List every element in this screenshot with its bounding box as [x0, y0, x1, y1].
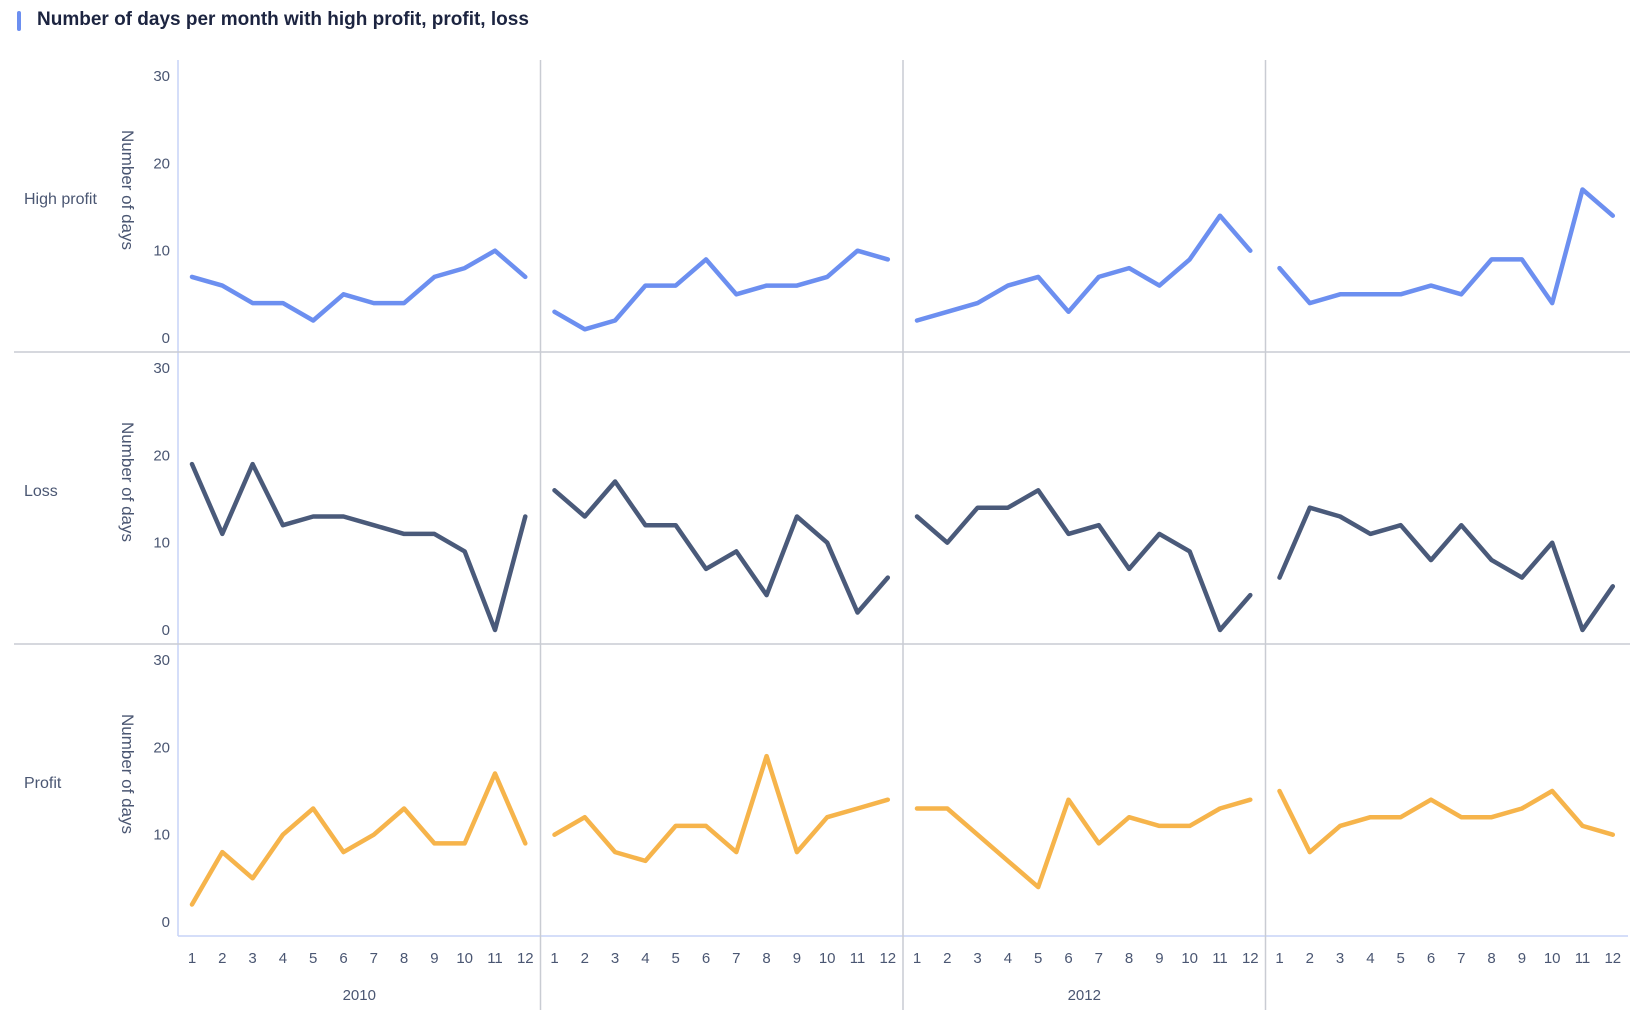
y-tick-label: 0 [162, 622, 170, 639]
x-tick-label: 3 [1336, 950, 1344, 967]
x-tick-label: 12 [517, 950, 534, 967]
series-line [1277, 505, 1616, 633]
x-tick-label: 8 [762, 950, 770, 967]
x-tick-label: 10 [1544, 950, 1561, 967]
series-line [552, 753, 891, 864]
x-tick-label: 12 [879, 950, 896, 967]
x-tick-label: 2 [218, 950, 226, 967]
x-tick-label: 9 [430, 950, 438, 967]
chart-title: Number of days per month with high profi… [37, 9, 529, 30]
x-tick-label: 10 [819, 950, 836, 967]
x-tick-label: 5 [1397, 950, 1405, 967]
x-tick-label: 6 [1427, 950, 1435, 967]
x-tick-label: 1 [1275, 950, 1283, 967]
y-axis-title: Number of days [118, 130, 137, 250]
y-tick-label: 0 [162, 330, 170, 347]
x-tick-label: 2 [1306, 950, 1314, 967]
x-tick-label: 3 [248, 950, 256, 967]
y-tick-label: 20 [153, 447, 170, 464]
title-accent-bar [17, 11, 21, 31]
x-tick-label: 6 [702, 950, 710, 967]
series-line [189, 771, 528, 907]
x-tick-label: 3 [973, 950, 981, 967]
x-tick-label: 9 [1155, 950, 1163, 967]
x-tick-label: 8 [1487, 950, 1495, 967]
x-tick-label: 10 [1181, 950, 1198, 967]
x-tick-label: 6 [339, 950, 347, 967]
y-tick-label: 0 [162, 914, 170, 931]
column-label: 2010 [343, 987, 376, 1004]
x-tick-label: 11 [487, 950, 503, 967]
series-line [552, 479, 891, 615]
x-tick-label: 4 [279, 950, 287, 967]
x-tick-label: 11 [1575, 950, 1591, 967]
x-tick-label: 3 [611, 950, 619, 967]
y-tick-label: 10 [153, 243, 170, 260]
x-tick-label: 7 [732, 950, 740, 967]
series-line [189, 248, 528, 323]
series-line [1277, 187, 1616, 306]
x-tick-label: 11 [850, 950, 866, 967]
column-label: 2012 [1068, 987, 1101, 1004]
y-axis-title: Number of days [118, 714, 137, 834]
x-tick-label: 6 [1064, 950, 1072, 967]
y-tick-label: 10 [153, 535, 170, 552]
row-label: Loss [24, 483, 58, 500]
x-tick-label: 2 [581, 950, 589, 967]
x-tick-label: 5 [309, 950, 317, 967]
x-tick-label: 7 [1457, 950, 1465, 967]
x-tick-label: 9 [793, 950, 801, 967]
x-tick-label: 12 [1604, 950, 1621, 967]
series-line [552, 248, 891, 332]
x-tick-label: 12 [1242, 950, 1259, 967]
x-tick-label: 9 [1518, 950, 1526, 967]
x-tick-label: 4 [1366, 950, 1374, 967]
y-tick-label: 20 [153, 739, 170, 756]
y-tick-label: 10 [153, 827, 170, 844]
x-tick-label: 8 [1125, 950, 1133, 967]
y-tick-label: 30 [153, 68, 170, 85]
series-line [914, 488, 1253, 633]
x-tick-label: 5 [672, 950, 680, 967]
y-tick-label: 30 [153, 652, 170, 669]
x-tick-label: 10 [456, 950, 473, 967]
series-line [914, 213, 1253, 323]
series-line [914, 797, 1253, 890]
x-tick-label: 2 [943, 950, 951, 967]
row-label: Profit [24, 775, 62, 792]
series-line [189, 461, 528, 633]
y-tick-label: 30 [153, 360, 170, 377]
x-tick-label: 5 [1034, 950, 1042, 967]
x-tick-label: 1 [188, 950, 196, 967]
y-axis-title: Number of days [118, 422, 137, 542]
x-tick-label: 11 [1212, 950, 1228, 967]
y-tick-label: 20 [153, 155, 170, 172]
x-tick-label: 4 [641, 950, 649, 967]
x-tick-label: 1 [550, 950, 558, 967]
x-tick-label: 1 [913, 950, 921, 967]
x-tick-label: 7 [1095, 950, 1103, 967]
series-line [1277, 788, 1616, 855]
x-tick-label: 8 [400, 950, 408, 967]
x-tick-label: 7 [370, 950, 378, 967]
x-tick-label: 4 [1004, 950, 1012, 967]
row-label: High profit [24, 191, 97, 208]
